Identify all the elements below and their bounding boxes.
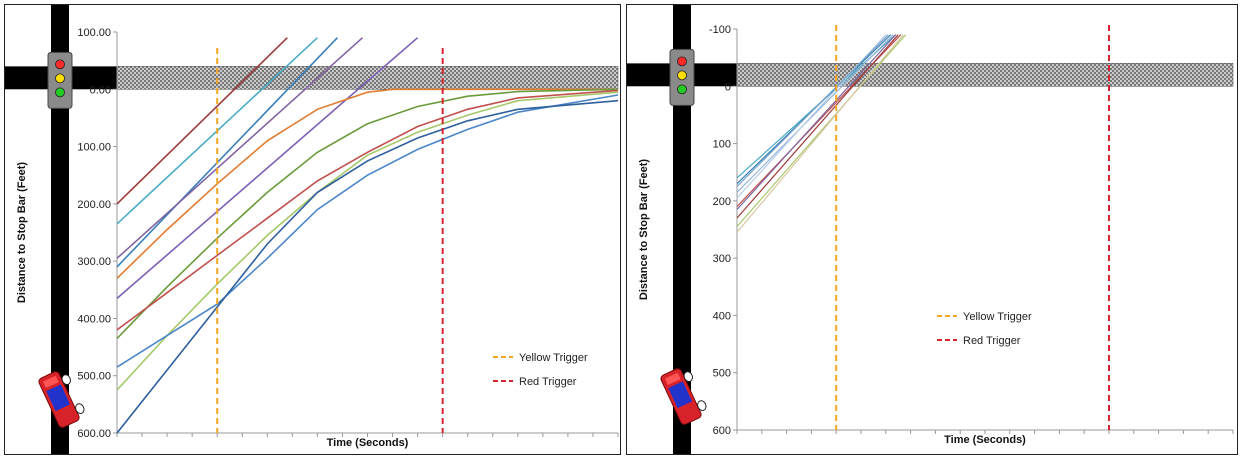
y-axis-title: Distance to Stop Bar (Feet) [638,159,650,301]
legend-entry: Red Trigger [519,376,577,388]
y-tick-label: 300.00 [77,256,111,268]
y-tick-label: 600 [713,425,731,437]
series-line-6 [116,88,618,279]
y-tick-label: 300 [713,253,731,265]
y-tick-label: 100 [713,139,731,151]
road-vertical [673,5,691,454]
series-line-7 [736,34,904,233]
car-icon [38,371,85,428]
series-line-10 [116,94,619,368]
traffic-light-icon [669,48,695,106]
y-tick-label: 0.00 [90,84,111,96]
y-tick-label: 500.00 [77,371,111,383]
series-line-3 [736,34,894,193]
series-line-11 [116,99,619,434]
series-line-5 [116,37,419,300]
x-axis-title: Time (Seconds) [327,437,409,449]
y-tick-label: 200 [713,196,731,208]
y-tick-label: 600.00 [77,428,111,440]
y-tick-label: -100 [709,24,731,36]
traffic-light-icon [47,51,73,109]
x-axis-title: Time (Seconds) [944,434,1026,446]
series-line-3 [116,37,338,268]
right-chart-panel: -100 0 100 200 300 400 500 600 Yellow Trigger Red… [626,4,1238,455]
series-line-5 [736,34,899,219]
right-chart: -100 0 100 200 300 400 500 600 Yellow Trigger Red… [627,5,1234,454]
left-chart-panel: 100.00 0.00 100.00 200.00 300.00 400.00 500.00… [4,4,621,455]
y-tick-label: 400.00 [77,313,111,325]
road-vertical [51,5,69,454]
car-icon [660,368,707,425]
y-tick-label: 400 [713,310,731,322]
y-tick-label: 0 [725,81,731,93]
legend-entry: Yellow Trigger [519,352,588,364]
legend-entry: Yellow Trigger [963,311,1032,323]
series-line-1 [116,37,288,205]
series-line-9 [736,34,897,210]
legend-entry: Red Trigger [963,335,1021,347]
series-line-4 [116,37,364,259]
y-tick-label: 200.00 [77,199,111,211]
series-line-8 [116,89,619,331]
left-chart: 100.00 0.00 100.00 200.00 300.00 400.00 500.00… [5,5,619,454]
series-line-6 [736,34,907,227]
series-line-7 [116,88,619,340]
y-tick-label: 100.00 [77,27,111,39]
y-tick-label: 100.00 [77,142,111,154]
y-axis-title: Distance to Stop Bar (Feet) [16,162,28,304]
series-line-10 [736,34,889,187]
y-tick-label: 500 [713,368,731,380]
series-line-9 [116,91,619,391]
